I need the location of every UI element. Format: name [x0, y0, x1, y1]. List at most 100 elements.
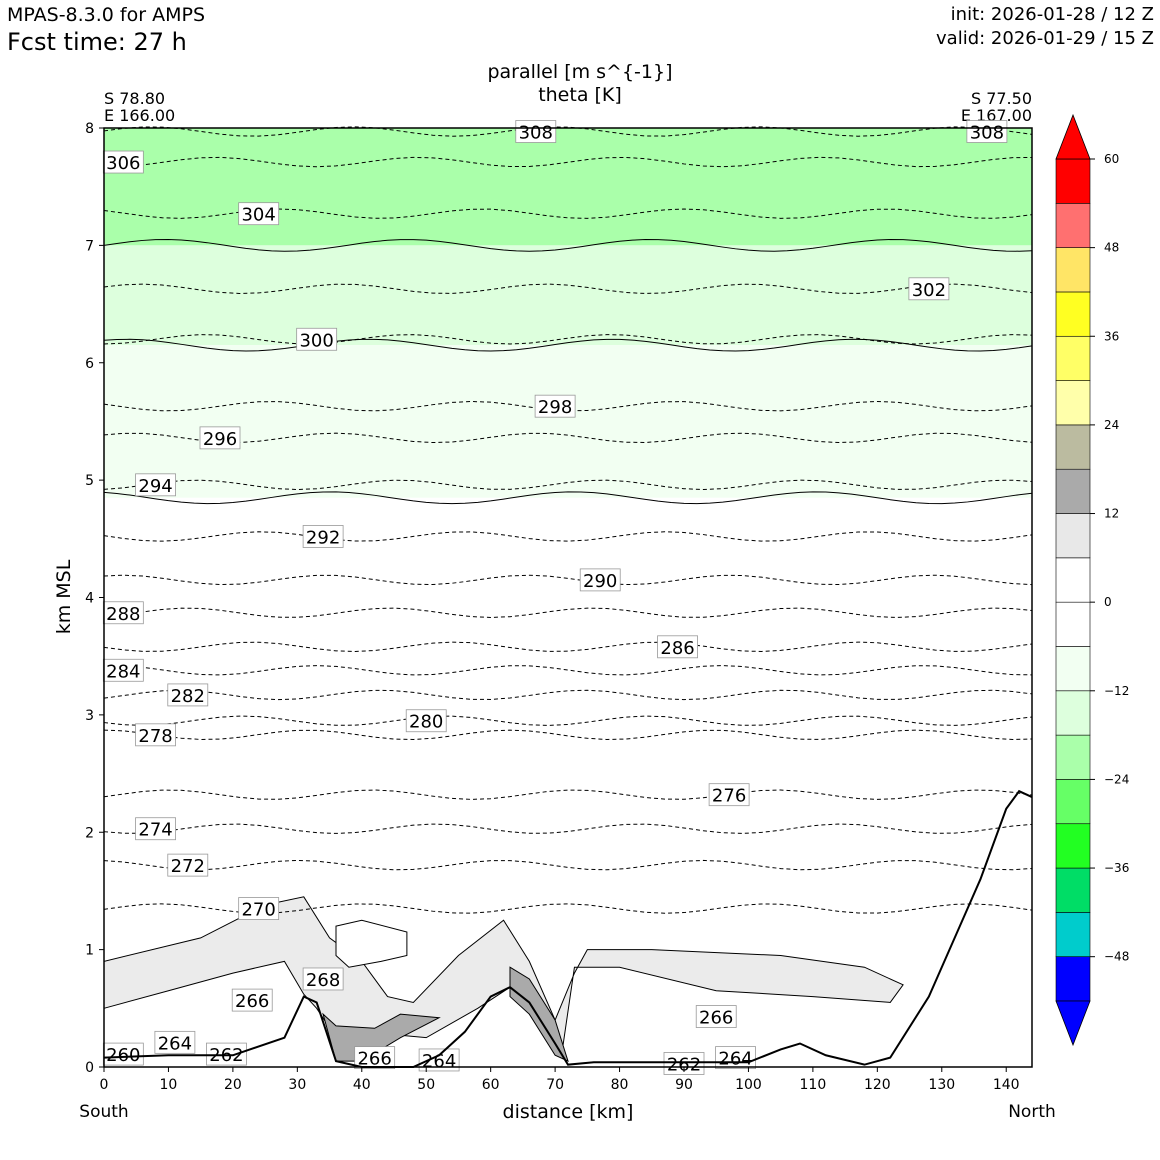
left-lon-label: E 166.00	[104, 106, 175, 125]
colorbar-cell-10	[1055, 513, 1091, 559]
theta-label-260-0: 260	[102, 1042, 144, 1066]
theta-label-text-302-0: 302	[912, 280, 946, 301]
colorbar: 60 48 36 24 12 0 −12 −24 −36 −48	[1055, 113, 1129, 1047]
theta-label-264-2: 264	[715, 1046, 756, 1070]
colorbar-cell-16	[1055, 247, 1091, 293]
colorbar-cell-12	[1055, 424, 1091, 470]
theta-label-text-274-0: 274	[138, 820, 172, 841]
colorbar-tick-label-8: −36	[1104, 861, 1129, 875]
theta-label-286-0: 286	[657, 635, 698, 659]
theta-label-text-264-2: 264	[718, 1049, 752, 1070]
theta-line-284	[103, 665, 1033, 676]
theta-line-302	[103, 283, 1033, 294]
x-tick-label-50: 50	[417, 1077, 435, 1093]
y-tick-label-0: 0	[85, 1060, 94, 1076]
theta-line-290	[103, 574, 1033, 586]
theta-label-266-2: 266	[695, 1005, 737, 1029]
x-axis-label: distance [km]	[503, 1101, 634, 1123]
y-tick-label-3: 3	[85, 708, 94, 724]
colorbar-cell-1	[1055, 912, 1091, 957]
x-tick-label-140: 140	[993, 1077, 1020, 1093]
theta-label-text-290-0: 290	[583, 571, 617, 592]
theta-label-268-0: 268	[302, 967, 344, 991]
theta-label-266-0: 266	[231, 988, 273, 1012]
theta-label-text-284-0: 284	[106, 661, 140, 682]
theta-label-308-0: 308	[515, 120, 557, 144]
x-tick-label-40: 40	[353, 1077, 371, 1093]
colorbar-tick-label-3: 24	[1104, 418, 1119, 432]
speed-band-0	[104, 128, 1032, 246]
theta-label-272-0: 272	[167, 853, 209, 877]
jet-region-dark-2	[509, 966, 569, 1063]
theta-label-text-266-0: 266	[235, 991, 269, 1012]
forecast-time: Fcst time: 27 h	[7, 28, 187, 56]
theta-line-292	[103, 531, 1033, 542]
theta-label-text-266-2: 266	[699, 1008, 733, 1029]
theta-line-282	[103, 689, 1033, 701]
theta-label-text-288-0: 288	[106, 604, 140, 625]
left-lat-label: S 78.80	[104, 89, 165, 108]
theta-line-288	[103, 607, 1033, 618]
y-tick-label-4: 4	[85, 591, 94, 607]
colorbar-cell-2	[1055, 867, 1091, 913]
jet-region-light	[103, 896, 904, 1057]
speed-band-2	[104, 345, 1032, 498]
speed-band-1	[104, 245, 1032, 346]
right-lat-label: S 77.50	[971, 89, 1032, 108]
theta-label-274-0: 274	[135, 817, 176, 841]
colorbar-cell-4	[1055, 779, 1091, 825]
y-tick-label-5: 5	[85, 473, 94, 489]
theta-line-286	[103, 641, 1033, 652]
theta-label-text-296-0: 296	[203, 429, 237, 450]
theta-label-text-264-0: 264	[158, 1033, 192, 1054]
colorbar-tick-label-0: 60	[1104, 152, 1119, 166]
theta-label-text-308-1: 308	[970, 123, 1004, 144]
theta-label-text-306-0: 306	[106, 153, 140, 174]
theta-line-276	[103, 789, 1033, 800]
theta-line-280	[103, 715, 1033, 726]
colorbar-tick-label-5: 0	[1104, 595, 1112, 609]
theta-label-304-0: 304	[238, 202, 280, 226]
theta-line-300	[103, 334, 1033, 345]
colorbar-cell-7	[1055, 646, 1091, 692]
theta-label-text-278-0: 278	[138, 726, 172, 747]
theta-label-298-0: 298	[534, 394, 576, 418]
theta-line-308	[103, 126, 1033, 137]
theta-label-text-266-1: 266	[357, 1049, 391, 1070]
x-tick-label-70: 70	[546, 1077, 564, 1093]
theta-label-264-0: 264	[154, 1030, 196, 1054]
theta-label-278-0: 278	[135, 723, 176, 747]
theta-label-270-0: 270	[238, 897, 280, 921]
plot-area: 308 3083063043023002982962942922902882862…	[85, 120, 1033, 1093]
jet-pocket	[335, 919, 408, 968]
colorbar-cell-3	[1055, 823, 1091, 869]
theta-label-text-282-0: 282	[171, 686, 205, 707]
theta-label-text-308-0: 308	[519, 123, 553, 144]
theta-line-274	[103, 823, 1033, 834]
colorbar-tick-label-4: 12	[1104, 507, 1119, 521]
x-tick-label-120: 120	[864, 1077, 891, 1093]
theta-label-text-260-0: 260	[106, 1045, 140, 1066]
colorbar-cell-14	[1055, 335, 1091, 381]
theta-label-text-268-0: 268	[306, 970, 340, 991]
colorbar-cell-5	[1055, 734, 1091, 780]
theta-label-308-1: 308	[966, 120, 1008, 144]
theta-label-text-272-0: 272	[171, 856, 205, 877]
x-tick-label-100: 100	[735, 1077, 762, 1093]
speed-contour-2	[103, 491, 1033, 505]
colorbar-cell-18	[1055, 158, 1091, 204]
x-tick-label-60: 60	[482, 1077, 500, 1093]
colorbar-cell-11	[1055, 468, 1091, 514]
y-tick-label-8: 8	[85, 121, 94, 137]
x-tick-label-30: 30	[288, 1077, 306, 1093]
theta-label-text-280-0: 280	[409, 712, 443, 733]
theta-line-306	[103, 156, 1033, 168]
colorbar-cell-9	[1055, 557, 1091, 603]
theta-label-282-0: 282	[167, 683, 209, 707]
terrain-line	[103, 789, 1033, 1068]
y-tick-label-6: 6	[85, 356, 94, 372]
theta-line-296	[103, 432, 1033, 444]
init-time: init: 2026-01-28 / 12 Z	[950, 4, 1154, 25]
jet-region-dark-1	[322, 1012, 441, 1062]
theta-label-294-0: 294	[135, 473, 176, 497]
